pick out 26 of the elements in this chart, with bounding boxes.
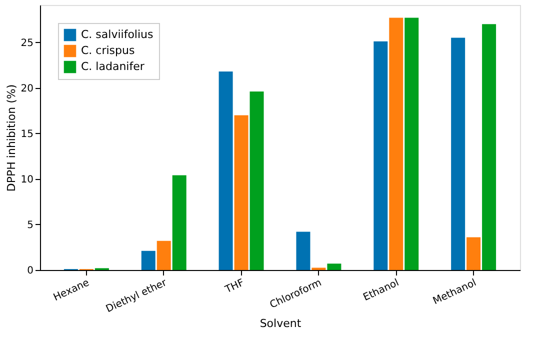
- x-axis-title: Solvent: [260, 317, 302, 330]
- y-tick-label: 5: [27, 220, 34, 231]
- bar: [404, 18, 419, 270]
- bar: [156, 240, 171, 270]
- y-tick-label: 25: [20, 38, 34, 49]
- bar: [389, 18, 404, 270]
- bar: [327, 264, 342, 270]
- bar: [482, 24, 496, 270]
- y-tick-label: 0: [27, 266, 34, 276]
- bar: [234, 115, 248, 270]
- bar: [172, 175, 186, 270]
- bar: [296, 232, 310, 270]
- y-tick-label: 10: [20, 174, 34, 186]
- y-axis-title: DPPH inhibition (%): [4, 84, 18, 192]
- bar: [374, 41, 388, 270]
- bar: [451, 38, 466, 270]
- bar: [466, 237, 481, 270]
- legend-label: C. salviifolius: [81, 28, 154, 41]
- bar: [141, 250, 156, 270]
- legend-label: C. ladanifer: [81, 60, 145, 73]
- bar: [218, 71, 233, 270]
- bar: [250, 92, 264, 270]
- y-tick-label: 15: [20, 128, 34, 140]
- x-tick-label: THF: [222, 277, 246, 296]
- y-tick-label: 20: [20, 83, 34, 94]
- legend-label: C. crispus: [81, 44, 135, 57]
